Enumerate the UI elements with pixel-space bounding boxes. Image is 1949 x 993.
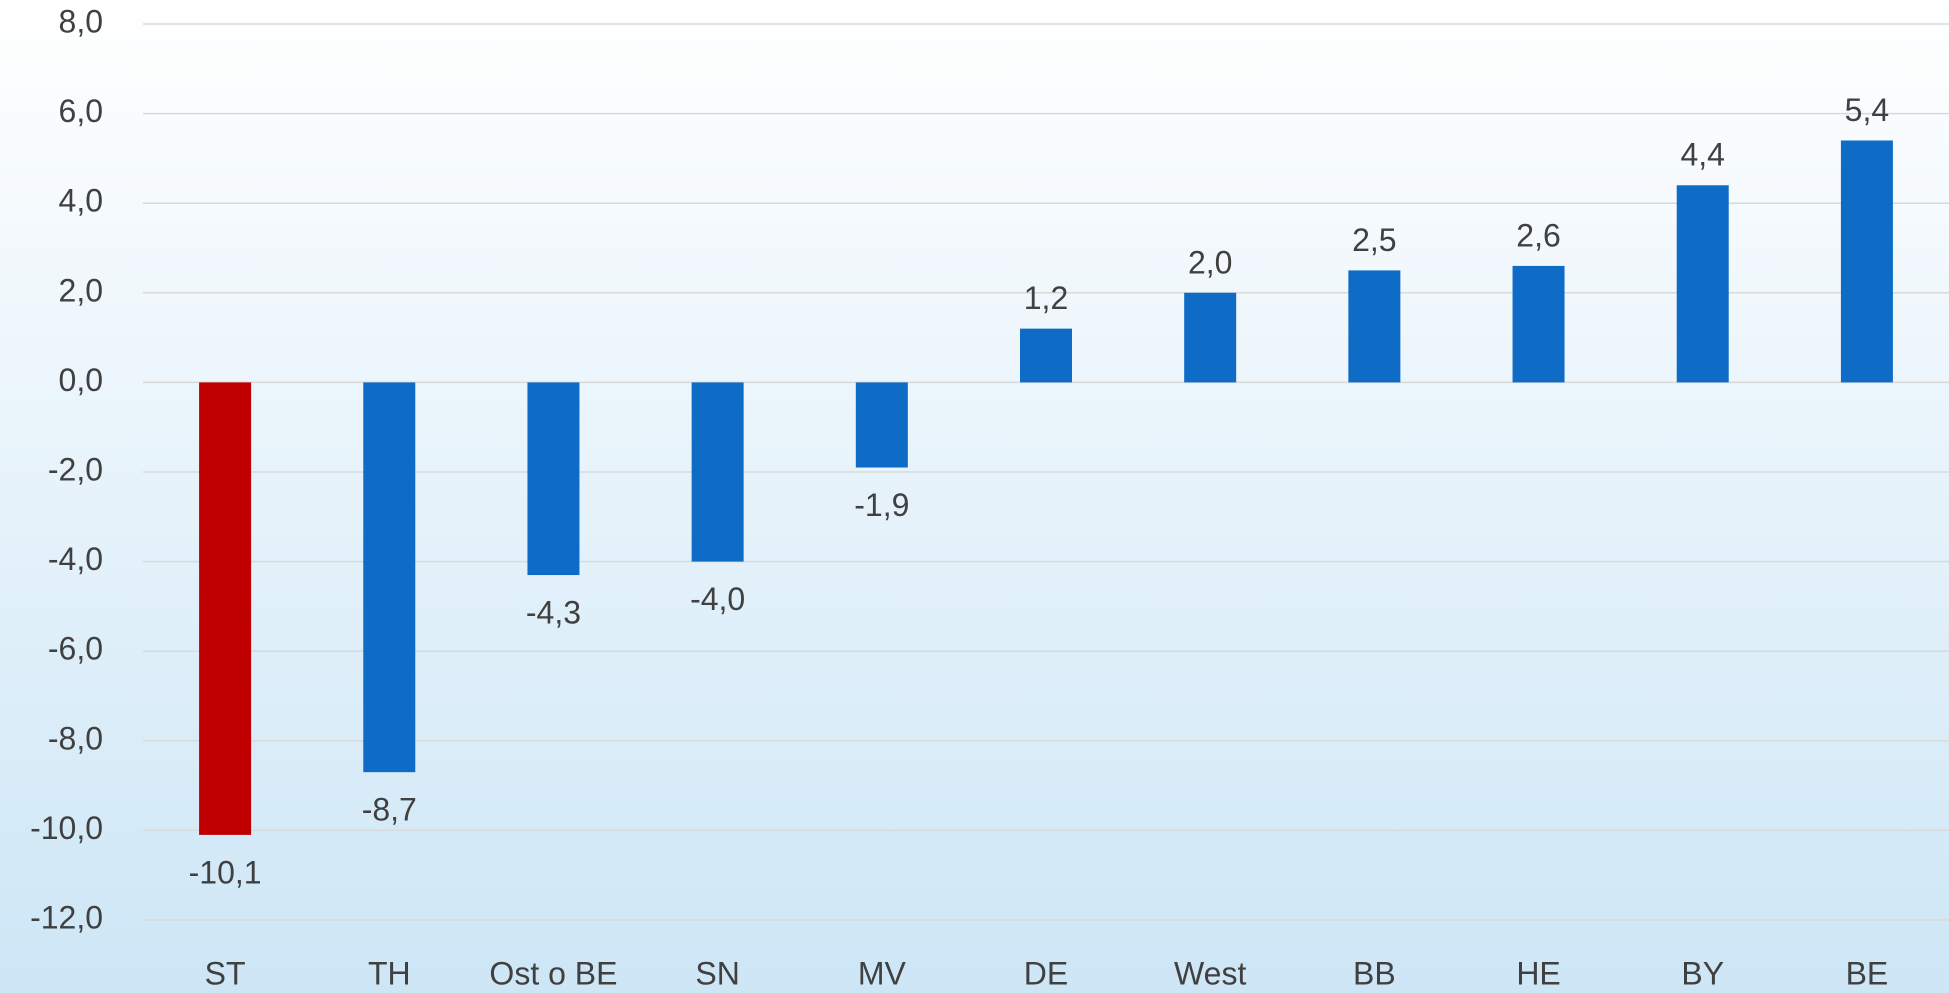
data-label: 2,5 (1352, 222, 1396, 258)
y-tick-label: -12,0 (30, 899, 103, 935)
bar (691, 382, 744, 562)
x-tick-label: BE (1846, 955, 1889, 991)
data-label: 1,2 (1024, 280, 1068, 316)
data-label: 4,4 (1680, 137, 1724, 173)
y-tick-label: 4,0 (59, 183, 103, 219)
x-tick-label: HE (1516, 955, 1560, 991)
data-label: 5,4 (1845, 92, 1889, 128)
y-tick-label: -8,0 (48, 720, 103, 756)
bar (1840, 140, 1893, 383)
y-tick-label: 8,0 (59, 3, 103, 39)
y-tick-label: -10,0 (30, 810, 103, 846)
data-label: -1,9 (854, 487, 909, 523)
y-tick-label: -6,0 (48, 631, 103, 667)
x-tick-label: West (1174, 955, 1246, 991)
bar (1020, 328, 1072, 383)
data-label: 2,0 (1188, 244, 1232, 280)
x-tick-label: DE (1024, 955, 1068, 991)
data-label: -10,1 (189, 854, 262, 890)
bar (1184, 292, 1237, 383)
bar (1676, 185, 1729, 383)
bar (1512, 265, 1565, 383)
data-label: -4,0 (690, 581, 745, 617)
bar (1348, 270, 1401, 383)
data-label: 2,6 (1516, 217, 1560, 253)
x-tick-label: BY (1681, 955, 1724, 991)
bar (527, 382, 580, 576)
y-tick-label: 2,0 (59, 272, 103, 308)
y-tick-label: -2,0 (48, 451, 103, 487)
bar (855, 382, 908, 468)
y-tick-label: 0,0 (59, 362, 103, 398)
x-tick-label: MV (858, 955, 907, 991)
y-tick-label: 6,0 (59, 93, 103, 129)
y-tick-label: -4,0 (48, 541, 103, 577)
x-tick-label: BB (1353, 955, 1396, 991)
bar (363, 382, 416, 773)
x-tick-label: ST (205, 955, 246, 991)
x-tick-label: TH (368, 955, 411, 991)
data-label: -8,7 (362, 792, 417, 828)
data-label: -4,3 (526, 594, 581, 630)
bar (199, 382, 252, 835)
x-tick-label: Ost o BE (489, 955, 617, 991)
x-tick-label: SN (695, 955, 739, 991)
